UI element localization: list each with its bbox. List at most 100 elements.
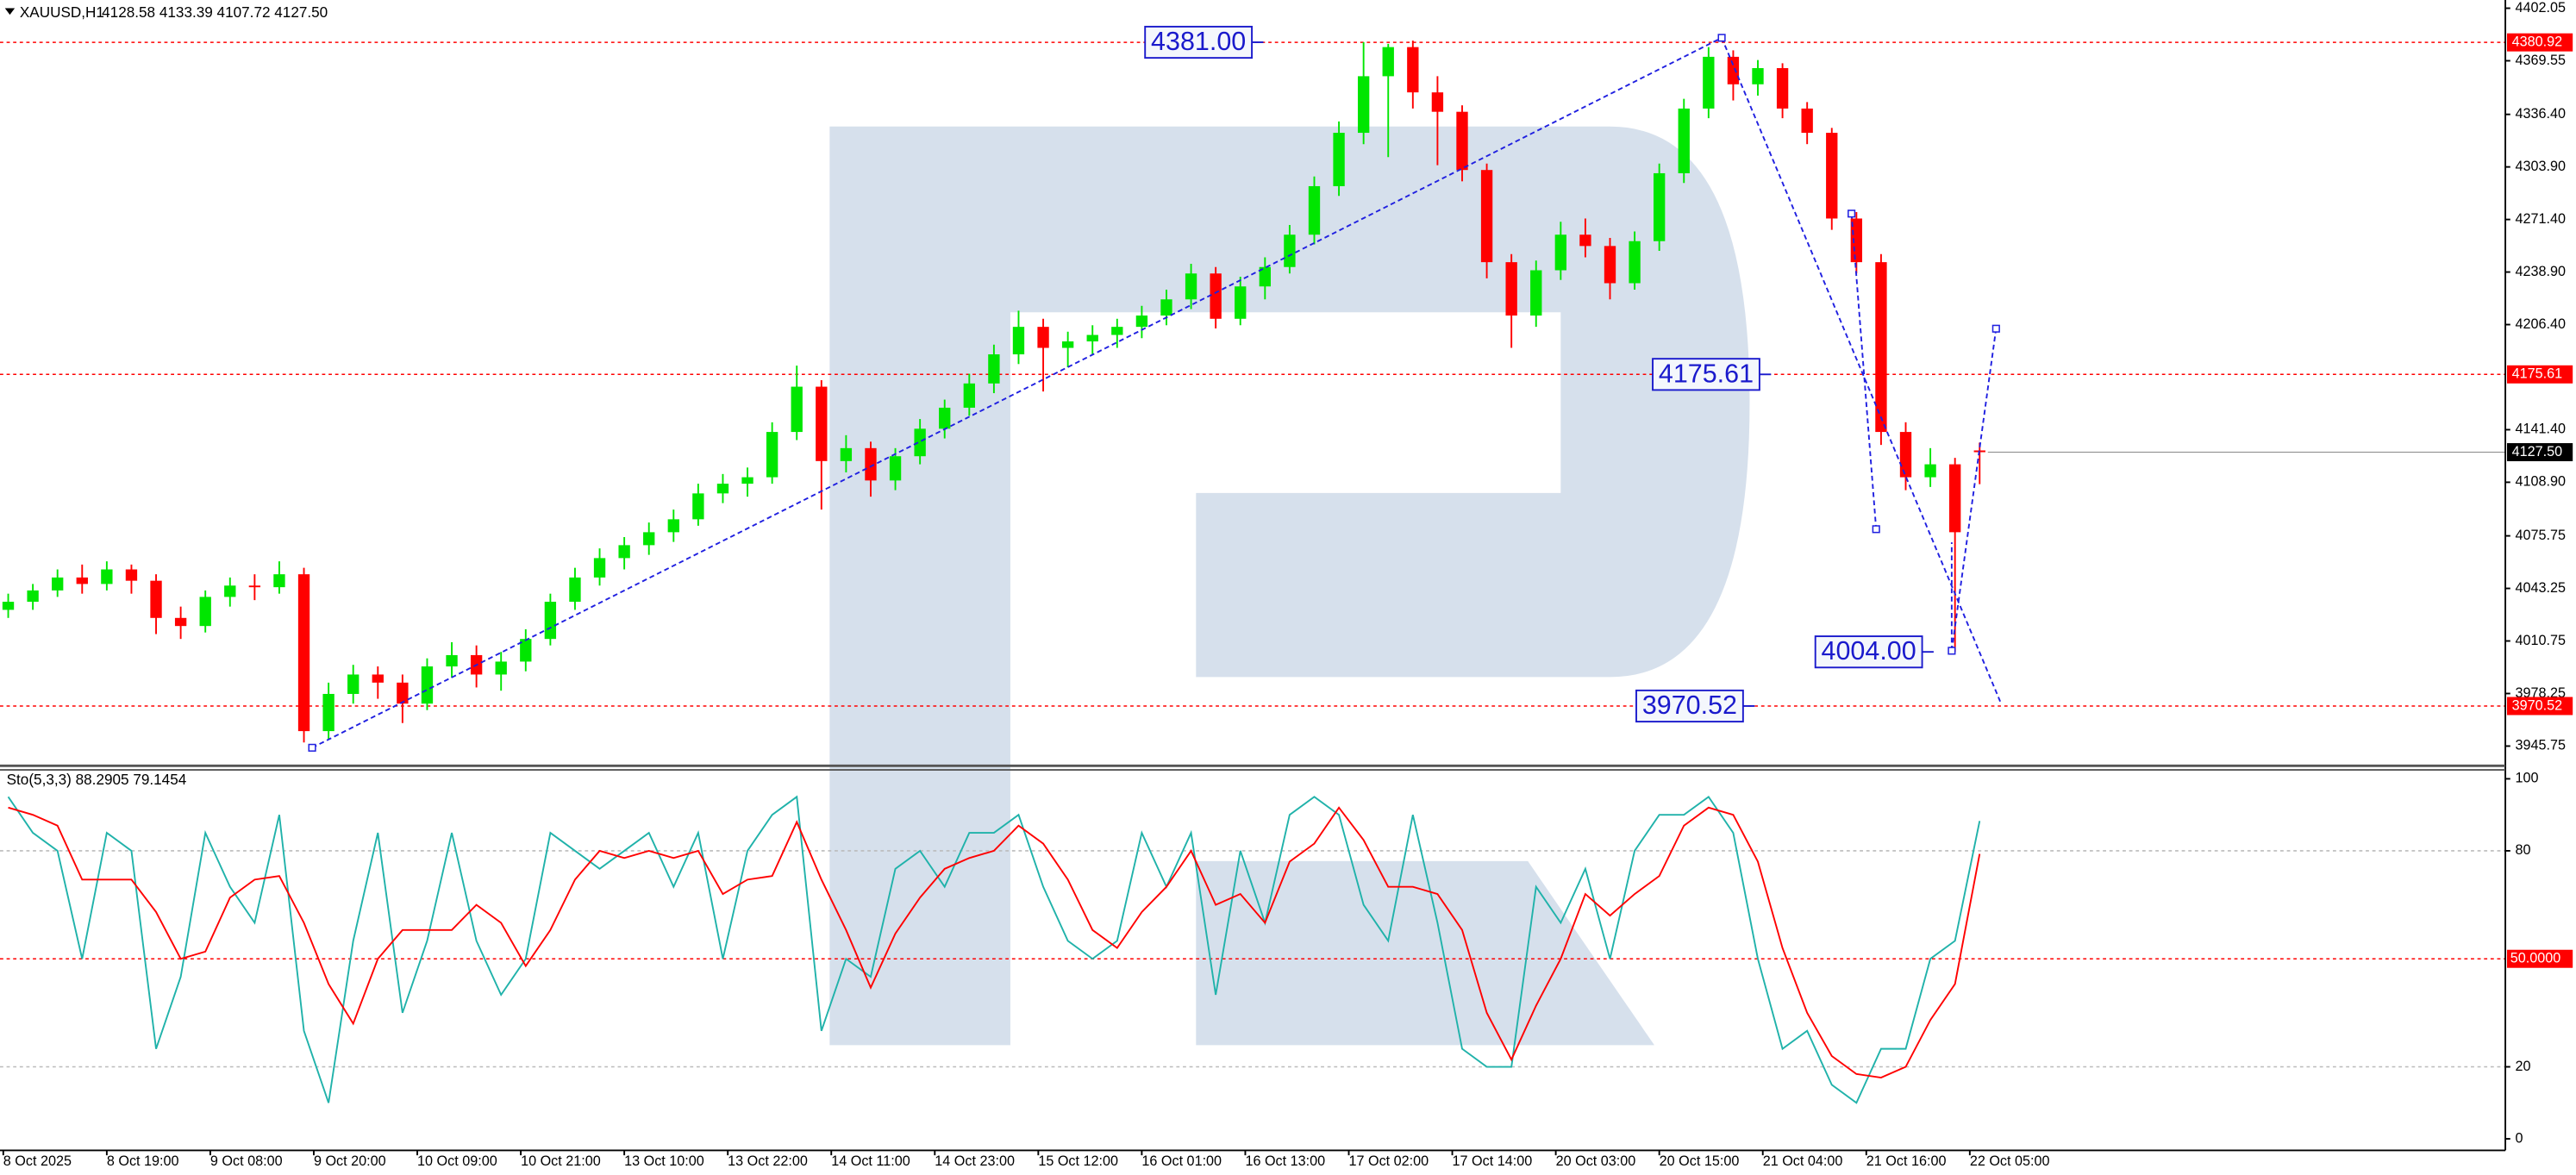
y-tick-label: 4303.90	[2515, 159, 2566, 174]
candle-body	[1333, 133, 1345, 186]
candle-body	[150, 580, 162, 618]
candle-body	[224, 585, 236, 597]
candle-body	[1776, 68, 1789, 109]
y-tick-label: 4402.05	[2515, 0, 2566, 16]
candle-body	[27, 590, 39, 603]
y-tick-label: 100	[2515, 771, 2538, 786]
candle-body	[1604, 246, 1616, 284]
candle-body	[1259, 266, 1271, 287]
y-tick-label: 4141.40	[2515, 422, 2566, 437]
candle-body	[914, 428, 926, 457]
candle-body	[1480, 170, 1493, 263]
signal-level-tag	[2506, 949, 2573, 968]
candle-body	[889, 456, 902, 481]
candle-body	[248, 585, 261, 588]
candle-body	[347, 674, 360, 694]
candle-body	[741, 477, 753, 484]
x-tick-label: 8 Oct 2025	[3, 1153, 72, 1169]
x-tick-label: 9 Oct 20:00	[314, 1153, 386, 1169]
trend-points	[308, 34, 2000, 752]
ohlc-quote: 4128.58 4133.39 4107.72 4127.50	[102, 3, 328, 21]
y-tick-label: 4043.25	[2515, 580, 2566, 596]
trend-point	[1948, 647, 1956, 655]
level-tag	[2506, 365, 2573, 384]
stochastic-panel	[0, 795, 2506, 1104]
x-tick-label: 14 Oct 11:00	[831, 1153, 910, 1169]
candle-body	[322, 693, 335, 732]
candle-body	[125, 569, 138, 581]
trend-line	[1850, 213, 1878, 529]
stochastic-line	[7, 795, 1981, 1104]
y-tick-label: 0	[2515, 1130, 2523, 1146]
candle-body	[273, 574, 285, 588]
candle-body	[1899, 432, 1912, 478]
x-tick-label: 8 Oct 19:00	[107, 1153, 179, 1169]
candle-body	[1037, 327, 1049, 348]
candle-body	[101, 569, 113, 584]
y-tick-label: 80	[2515, 842, 2530, 858]
y-tick-label: 4206.40	[2515, 316, 2566, 332]
y-tick-label: 4108.90	[2515, 474, 2566, 490]
stochastic-title: Sto(5,3,3) 88.2905 79.1454	[7, 771, 187, 788]
trend-line	[1721, 37, 2002, 704]
candle-body	[1160, 299, 1172, 316]
menu-arrow[interactable]	[4, 8, 16, 16]
candle-body	[446, 654, 458, 667]
candle-body	[397, 682, 409, 704]
candle-body	[1924, 464, 1936, 478]
trend-point	[1717, 34, 1726, 42]
annotation-label: 4381.00	[1151, 27, 1246, 56]
trend-point	[1991, 324, 2000, 333]
candle-body	[1382, 47, 1394, 77]
candle-body	[593, 558, 606, 578]
candle-body	[1086, 334, 1098, 342]
x-tick-label: 15 Oct 12:00	[1038, 1153, 1118, 1169]
x-tick-label: 10 Oct 21:00	[521, 1153, 601, 1169]
trend-point	[1848, 209, 1856, 218]
candle-body	[544, 602, 557, 640]
candle-body	[1456, 111, 1468, 171]
candle-body	[840, 447, 853, 461]
annotations: 4381.00 4175.61 4004.00 3970.52	[1144, 25, 1934, 723]
candle-body	[76, 577, 88, 584]
y-tick-label: 3978.25	[2515, 685, 2566, 701]
candle-body	[692, 493, 704, 520]
candle-body	[865, 447, 877, 481]
x-tick-label: 13 Oct 10:00	[624, 1153, 704, 1169]
level-tag	[2506, 697, 2573, 716]
x-tick-label: 21 Oct 04:00	[1763, 1153, 1843, 1169]
candle-body	[1407, 47, 1419, 93]
candle-body	[52, 577, 64, 591]
candle-body	[1801, 108, 1813, 134]
x-tick-label: 13 Oct 22:00	[728, 1153, 808, 1169]
candle-body	[939, 407, 951, 429]
candle-body	[520, 639, 532, 662]
x-tick-label: 22 Oct 05:00	[1970, 1153, 2050, 1169]
y-tick-label: 3945.75	[2515, 738, 2566, 753]
stochastic-line	[8, 806, 1981, 1079]
level-label: 3970.52	[2512, 697, 2563, 713]
candle-body	[988, 354, 1000, 384]
signal-level-label: 50.0000	[2510, 951, 2561, 966]
y-tick-label: 4075.75	[2515, 528, 2566, 543]
x-tick-label: 9 Oct 08:00	[210, 1153, 283, 1169]
candle-body	[791, 386, 803, 433]
x-tick-label: 21 Oct 16:00	[1866, 1153, 1947, 1169]
x-tick-label: 20 Oct 03:00	[1556, 1153, 1636, 1169]
candle-body	[1284, 234, 1296, 267]
candle-body	[1431, 92, 1444, 112]
annotation-label: 4004.00	[1822, 636, 1916, 666]
x-tick-label: 10 Oct 09:00	[417, 1153, 497, 1169]
candle-body	[372, 674, 384, 683]
annotation-label: 3970.52	[1642, 691, 1737, 720]
current-price-tag	[2506, 443, 2573, 462]
candle-body	[667, 519, 679, 533]
candle-body	[1703, 56, 1715, 109]
candle-body	[2, 602, 15, 610]
candle-body	[1505, 262, 1517, 316]
x-tick-label: 16 Oct 13:00	[1245, 1153, 1325, 1169]
annotation-box	[1144, 25, 1254, 59]
annotation-label: 4175.61	[1659, 359, 1754, 388]
